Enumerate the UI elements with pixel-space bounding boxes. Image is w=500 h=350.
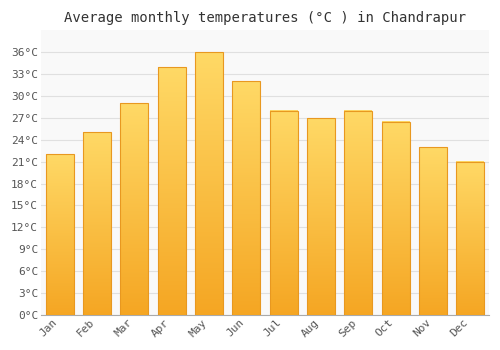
Bar xyxy=(344,111,372,315)
Bar xyxy=(419,147,447,315)
Bar xyxy=(120,103,148,315)
Bar xyxy=(195,52,223,315)
Bar xyxy=(382,121,409,315)
Bar xyxy=(46,154,74,315)
Bar xyxy=(270,111,297,315)
Bar xyxy=(419,147,447,315)
Bar xyxy=(158,67,186,315)
Bar xyxy=(307,118,335,315)
Bar xyxy=(270,111,297,315)
Bar xyxy=(456,162,484,315)
Bar xyxy=(158,67,186,315)
Bar xyxy=(344,111,372,315)
Bar xyxy=(456,162,484,315)
Bar xyxy=(46,154,74,315)
Bar xyxy=(307,118,335,315)
Bar xyxy=(195,52,223,315)
Bar xyxy=(382,121,409,315)
Bar xyxy=(232,82,260,315)
Bar xyxy=(83,133,111,315)
Title: Average monthly temperatures (°C ) in Chandrapur: Average monthly temperatures (°C ) in Ch… xyxy=(64,11,466,25)
Bar xyxy=(232,82,260,315)
Bar xyxy=(83,133,111,315)
Bar xyxy=(120,103,148,315)
